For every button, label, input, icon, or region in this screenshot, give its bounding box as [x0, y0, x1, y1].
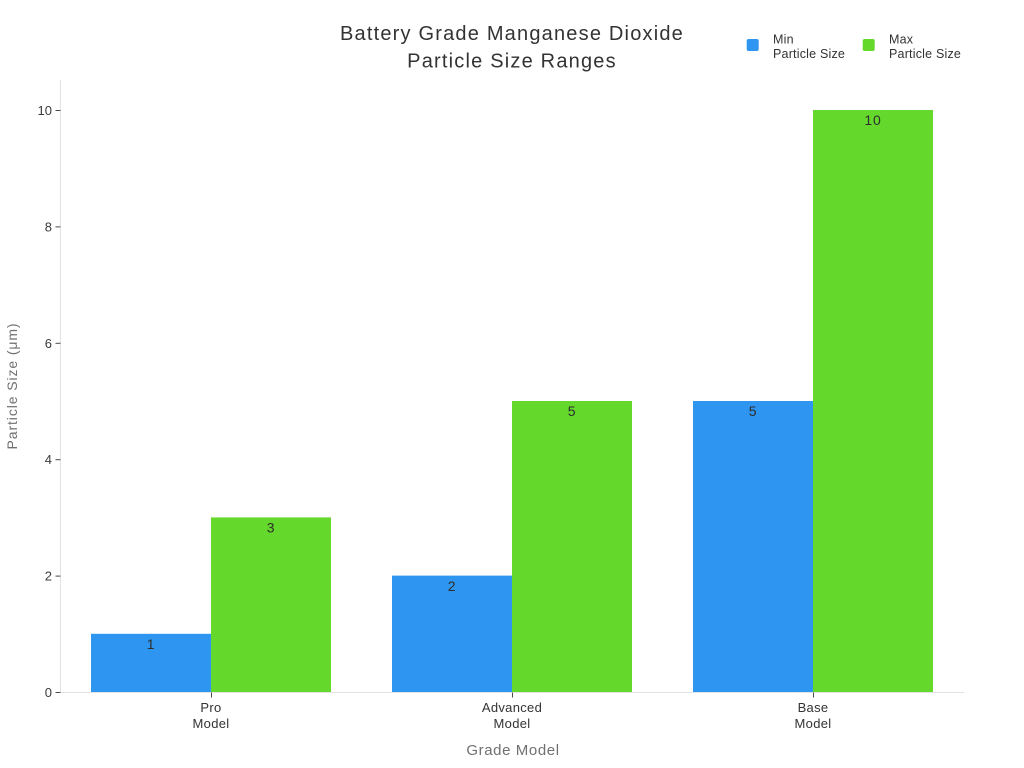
svg-text:2: 2	[45, 569, 52, 584]
svg-text:Model: Model	[795, 716, 832, 731]
svg-text:5: 5	[749, 403, 758, 419]
svg-text:2: 2	[448, 578, 457, 594]
svg-text:Grade Model: Grade Model	[466, 742, 559, 759]
svg-text:Advanced: Advanced	[482, 700, 542, 715]
svg-text:10: 10	[38, 103, 52, 118]
svg-text:Battery Grade Manganese Dioxid: Battery Grade Manganese Dioxide	[340, 23, 684, 45]
svg-text:6: 6	[45, 336, 52, 351]
svg-text:1: 1	[147, 636, 156, 652]
svg-text:3: 3	[267, 520, 276, 536]
svg-text:Particle Size (μm): Particle Size (μm)	[4, 323, 20, 450]
svg-text:Particle Size: Particle Size	[889, 47, 961, 61]
svg-text:4: 4	[45, 452, 52, 467]
svg-text:Max: Max	[889, 32, 914, 46]
svg-text:Particle Size: Particle Size	[773, 47, 845, 61]
svg-text:0: 0	[45, 685, 52, 700]
svg-text:Pro: Pro	[200, 700, 221, 715]
svg-text:Base: Base	[798, 700, 829, 715]
svg-text:5: 5	[568, 403, 577, 419]
svg-text:Model: Model	[494, 716, 531, 731]
svg-text:10: 10	[864, 112, 881, 128]
svg-text:8: 8	[45, 219, 52, 234]
svg-text:Min: Min	[773, 32, 794, 46]
svg-text:Particle Size Ranges: Particle Size Ranges	[407, 50, 617, 72]
svg-text:Model: Model	[193, 716, 230, 731]
